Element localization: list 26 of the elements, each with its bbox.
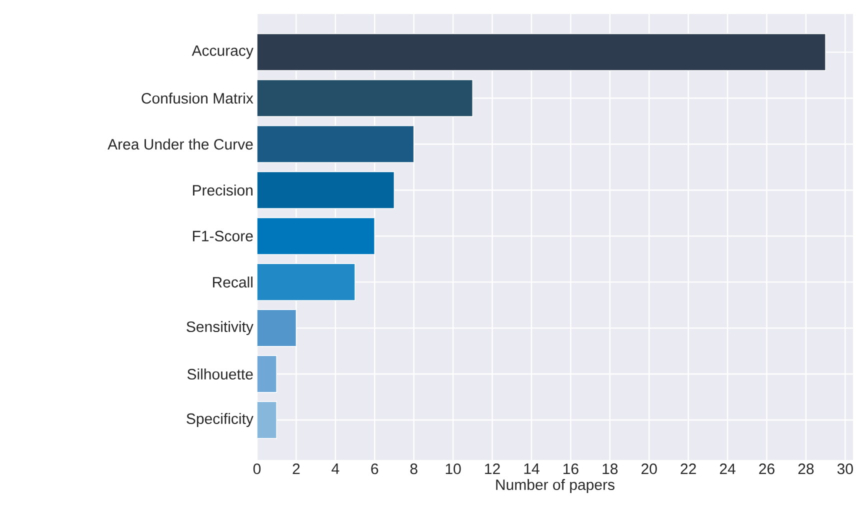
x-tick-label: 10 <box>446 464 461 474</box>
x-tick-label: 14 <box>524 464 540 474</box>
y-tick-label: Silhouette <box>187 368 253 380</box>
x-tick-label: 24 <box>720 464 736 474</box>
x-tick-label: 26 <box>759 464 774 474</box>
y-tick-label: Sensitivity <box>186 321 254 336</box>
x-tick-label: 0 <box>253 464 261 474</box>
x-tick-label: 16 <box>563 464 578 474</box>
x-tick-label: 4 <box>332 464 340 474</box>
x-axis-title: Number of papers <box>496 479 614 493</box>
x-tick-label: 28 <box>798 464 814 474</box>
x-tick-label: 18 <box>602 464 618 474</box>
x-tick-label: 30 <box>837 464 853 474</box>
y-tick-label: Recall <box>213 276 252 288</box>
x-tick-label: 20 <box>642 464 657 474</box>
y-tick-label: Specificity <box>186 413 254 427</box>
x-tick-label: 6 <box>371 464 378 474</box>
x-tick-label: 22 <box>680 464 696 474</box>
x-tick-label: 2 <box>292 464 300 474</box>
y-tick-label: Confusion Matrix <box>142 92 254 104</box>
x-tick-label: 8 <box>410 464 418 474</box>
y-tick-label: F1-Score <box>193 230 253 242</box>
x-tick-label: 12 <box>485 464 500 474</box>
y-tick-label: Precision <box>193 184 252 196</box>
y-tick-label: Area Under the Curve <box>108 138 253 150</box>
y-tick-label: Accuracy <box>192 45 254 59</box>
